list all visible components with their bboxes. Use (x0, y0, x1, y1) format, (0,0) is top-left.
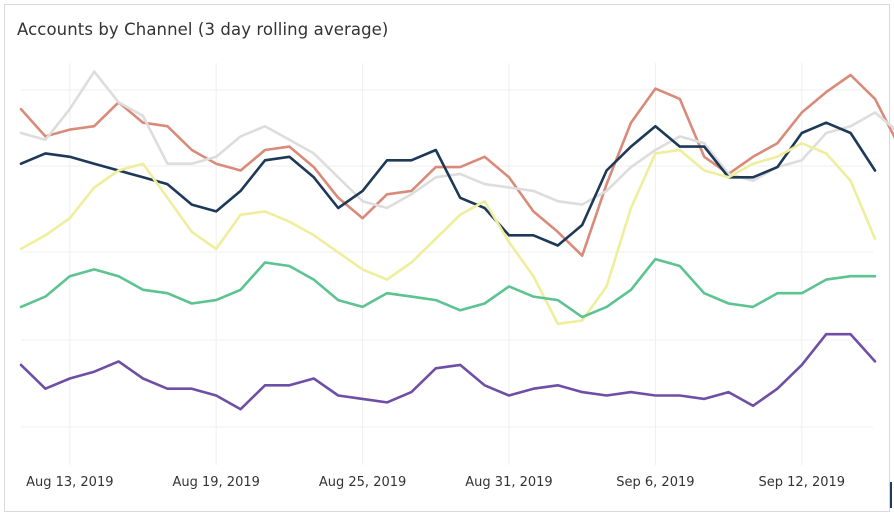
x-tick-label: Aug 19, 2019 (172, 475, 259, 490)
series-line-1[interactable] (19, 73, 894, 257)
x-axis-ticks: Aug 13, 2019 Aug 19, 2019 Aug 25, 2019 Aug … (26, 475, 845, 490)
series-line-3[interactable] (19, 121, 877, 247)
scroll-edge-marker (890, 482, 892, 508)
series-line-6[interactable] (19, 332, 877, 411)
x-tick-label: Aug 31, 2019 (465, 475, 552, 490)
x-tick-label: Aug 13, 2019 (26, 475, 113, 490)
series-line-4[interactable] (19, 141, 877, 326)
series-line-5[interactable] (19, 257, 877, 319)
chart-title: Accounts by Channel (3 day rolling avera… (17, 20, 389, 39)
series-lines (19, 70, 894, 411)
x-tick-label: Sep 6, 2019 (616, 475, 694, 490)
x-tick-label: Aug 25, 2019 (319, 475, 406, 490)
x-tick-label: Sep 12, 2019 (759, 475, 846, 490)
series-line-2[interactable] (19, 70, 894, 210)
